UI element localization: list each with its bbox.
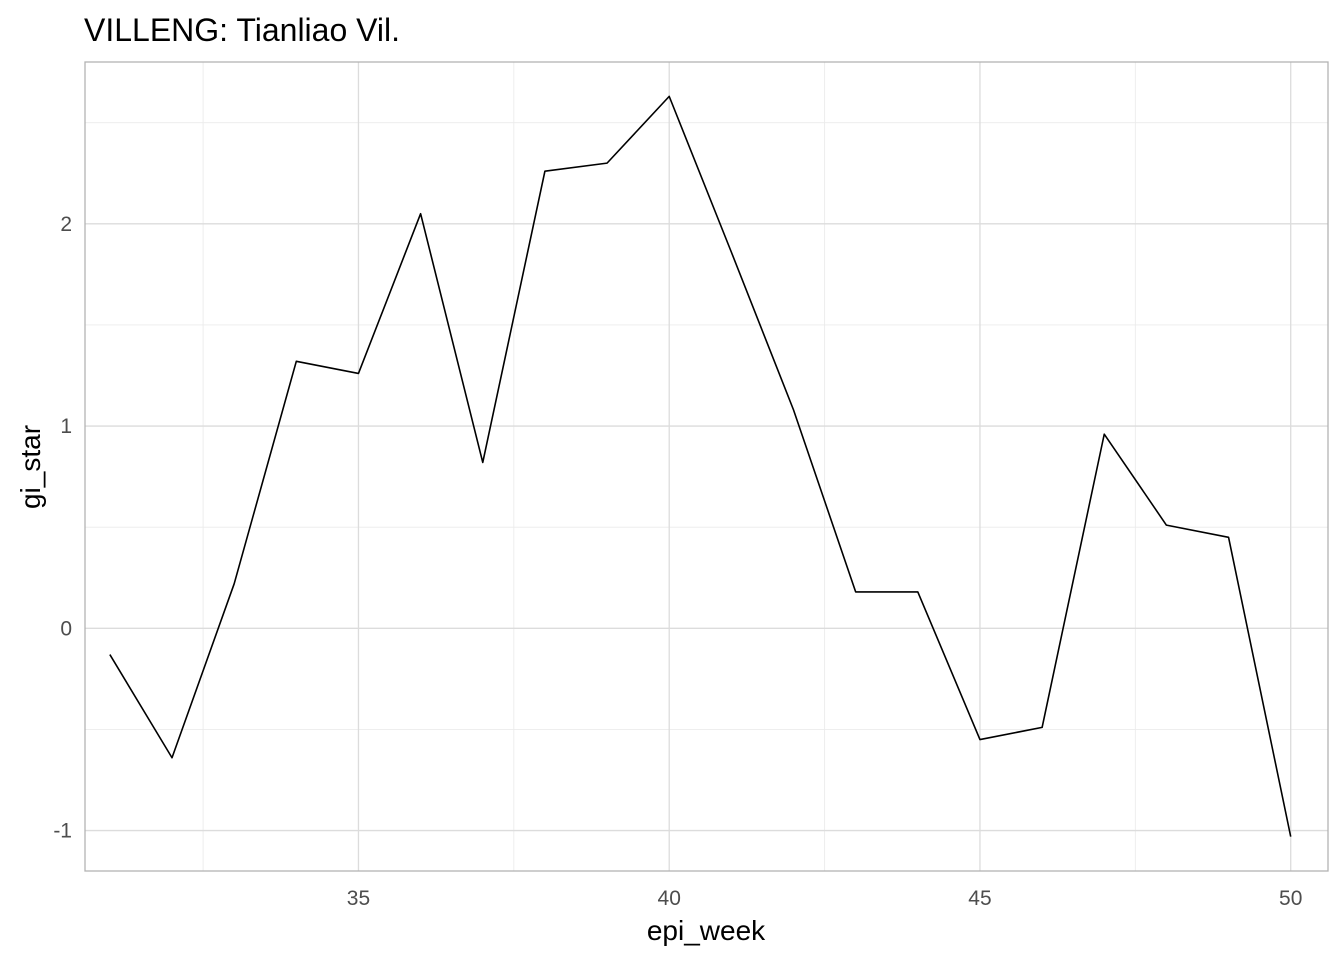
y-tick-label: 1 (60, 415, 72, 438)
panel-border (84, 61, 1329, 872)
y-tick-label: 0 (60, 617, 72, 640)
x-tick-label: 45 (968, 887, 991, 910)
series-line (109, 95, 1292, 837)
y-axis-ticks: -1 0 1 2 (53, 213, 72, 843)
x-tick-label: 35 (347, 887, 370, 910)
y-axis-title: gi_star (15, 425, 46, 509)
chart-title: VILLENG: Tianliao Vil. (84, 12, 400, 48)
x-axis-ticks: 35 40 45 50 (347, 887, 1303, 910)
x-tick-label: 40 (658, 887, 681, 910)
y-tick-label: -1 (53, 820, 72, 843)
grid (85, 62, 1328, 871)
x-axis-title: epi_week (647, 915, 766, 946)
y-tick-label: 2 (60, 213, 72, 236)
x-tick-label: 50 (1279, 887, 1302, 910)
series-layer (109, 95, 1292, 837)
